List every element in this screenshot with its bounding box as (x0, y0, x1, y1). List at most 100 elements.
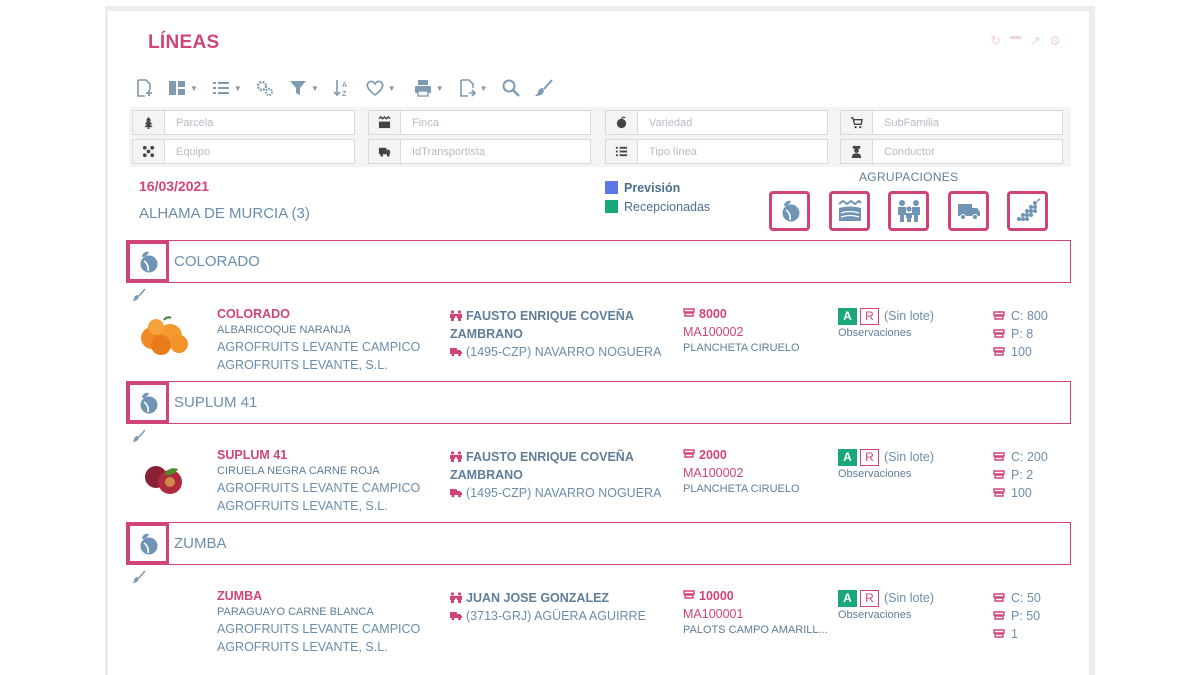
legend-prevision: Previsión (605, 178, 710, 197)
boxes-icon (993, 592, 1005, 602)
line-person: FAUSTO ENRIQUE COVEÑA (466, 450, 634, 464)
export-button[interactable]: ▼ (457, 78, 488, 98)
badge-r[interactable]: R (860, 307, 879, 325)
favorite-icon (366, 80, 384, 97)
finca-input[interactable] (400, 110, 591, 135)
brush-icon[interactable] (132, 288, 146, 302)
line-lote: (Sin lote) (884, 591, 935, 605)
transportista-input[interactable] (400, 139, 591, 164)
equipo-filter (132, 139, 355, 164)
filter-icon (289, 81, 306, 95)
quantity-value: 2000 (699, 448, 727, 462)
line-farm: AGROFRUITS LEVANTE CAMPICO (217, 340, 421, 354)
line-status-block: A R (Sin lote) Observaciones (838, 589, 934, 621)
boxes-icon (993, 628, 1005, 638)
line-product: CIRUELA NEGRA CARNE ROJA (217, 465, 380, 477)
line-observaciones[interactable]: Observaciones (838, 609, 912, 621)
variedad-filter (605, 110, 828, 135)
line-farm: AGROFRUITS LEVANTE CAMPICO (217, 481, 421, 495)
group-by-product-button[interactable] (1007, 191, 1048, 231)
line-quantity: 8000 (683, 307, 800, 325)
line-product: ALBARICOQUE NARANJA (217, 324, 351, 336)
line-person-2: ZAMBRANO (450, 327, 523, 341)
truck-icon (450, 489, 462, 498)
field-icon (837, 199, 862, 221)
layout-button[interactable]: ▼ (167, 78, 198, 98)
prevision-swatch (605, 181, 618, 194)
group-by-team-button[interactable] (888, 191, 929, 231)
tipo-linea-input[interactable] (637, 139, 828, 164)
count-p: P: 8 (1011, 327, 1034, 341)
count-n: 100 (1011, 486, 1032, 500)
truck-icon (368, 139, 400, 164)
subfamilia-filter (840, 110, 1063, 135)
boxes-icon (993, 451, 1005, 461)
legend: Previsión Recepcionadas (605, 178, 710, 216)
refresh-icon[interactable]: ↻ (990, 33, 1001, 48)
sort-az-icon: AZ (333, 80, 347, 98)
badge-a[interactable]: A (838, 589, 857, 607)
line-code: MA100002 (683, 466, 744, 480)
line-observaciones[interactable]: Observaciones (838, 327, 912, 339)
equipo-input[interactable] (164, 139, 355, 164)
tipo-linea-filter (605, 139, 828, 164)
line-team: FAUSTO ENRIQUE COVEÑA (450, 307, 675, 325)
product-image (134, 312, 194, 356)
line-company: AGROFRUITS LEVANTE, S.L. (217, 499, 388, 513)
badge-a[interactable]: A (838, 307, 857, 325)
subfamilia-input[interactable] (872, 110, 1063, 135)
boxes-icon (683, 308, 695, 317)
line-status-block: A R (Sin lote) Observaciones (838, 307, 934, 339)
group-header[interactable]: ZUMBA (126, 522, 1071, 565)
line-variety[interactable]: ZUMBA (217, 589, 263, 603)
team-icon (450, 310, 462, 321)
group-header[interactable]: COLORADO (126, 240, 1071, 283)
line-observaciones[interactable]: Observaciones (838, 468, 912, 480)
group-by-variety-button[interactable] (769, 191, 810, 231)
variedad-input[interactable] (637, 110, 828, 135)
list-button[interactable]: ▼ (211, 78, 242, 98)
farm-icon (368, 110, 400, 135)
team-icon (450, 592, 462, 603)
expand-icon[interactable]: ↗ (1030, 33, 1041, 48)
layout-icon (169, 81, 185, 95)
print-button[interactable]: ▼ (413, 78, 444, 98)
line-variety[interactable]: COLORADO (217, 307, 290, 321)
line-company: AGROFRUITS LEVANTE, S.L. (217, 358, 388, 372)
driver-icon (840, 139, 872, 164)
transportista-filter (368, 139, 591, 164)
line-quantity: 10000 (683, 589, 828, 607)
brush-icon[interactable] (132, 429, 146, 443)
chevron-down-icon: ▼ (479, 83, 488, 93)
chevron-down-icon: ▼ (233, 83, 242, 93)
line-transport: (1495-CZP) NAVARRO NOGUERA (450, 484, 675, 502)
badge-r[interactable]: R (860, 589, 879, 607)
settings-button[interactable] (255, 78, 275, 98)
line-counts-block: C: 200 P: 2 100 (993, 448, 1048, 502)
group-header[interactable]: SUPLUM 41 (126, 381, 1071, 424)
count-p: P: 50 (1011, 609, 1041, 623)
brush-icon[interactable] (132, 570, 146, 584)
truck-icon (450, 612, 462, 621)
clear-button[interactable] (534, 78, 554, 98)
filter-button[interactable]: ▼ (288, 78, 319, 98)
group-name: COLORADO (174, 253, 260, 270)
location-summary: ALHAMA DE MURCIA (3) (139, 205, 310, 222)
settings-icon[interactable]: ⚙ (1049, 33, 1061, 48)
minimize-icon[interactable] (1010, 36, 1021, 39)
parcela-input[interactable] (164, 110, 355, 135)
favorites-button[interactable]: ▼ (365, 78, 396, 98)
group-by-transport-button[interactable] (948, 191, 989, 231)
chevron-down-icon: ▼ (310, 83, 319, 93)
line-variety[interactable]: SUPLUM 41 (217, 448, 288, 462)
group-name: ZUMBA (174, 535, 227, 552)
count-n: 100 (1011, 345, 1032, 359)
group-by-field-button[interactable] (829, 191, 870, 231)
badge-a[interactable]: A (838, 448, 857, 466)
badge-r[interactable]: R (860, 448, 879, 466)
search-button[interactable] (501, 78, 521, 98)
conductor-input[interactable] (872, 139, 1063, 164)
new-document-button[interactable] (134, 78, 154, 98)
